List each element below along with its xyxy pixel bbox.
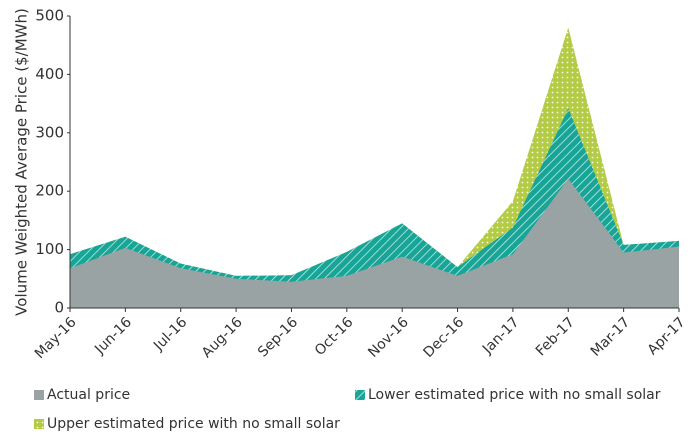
x-tick-label: Mar-17 bbox=[588, 314, 634, 360]
x-tick-label: Jul-16 bbox=[150, 314, 190, 354]
y-axis-title: Volume Weighted Average Price ($/MWh) bbox=[13, 8, 31, 316]
x-tick-label: Oct-16 bbox=[312, 314, 357, 359]
x-tick-label: Feb-17 bbox=[533, 314, 578, 359]
x-tick-label: Aug-16 bbox=[199, 314, 246, 361]
legend-label: Actual price bbox=[47, 387, 130, 403]
y-tick-label: 0 bbox=[54, 299, 64, 317]
x-tick-label: Jun-16 bbox=[91, 314, 135, 358]
area bbox=[70, 178, 679, 308]
y-tick-label: 200 bbox=[35, 182, 64, 200]
x-tick-label: Apr-17 bbox=[645, 314, 689, 358]
x-tick-label: Dec-16 bbox=[421, 314, 468, 361]
y-tick-label: 500 bbox=[35, 7, 64, 25]
y-tick-label: 400 bbox=[35, 65, 64, 83]
x-tick-label: May-16 bbox=[32, 314, 80, 362]
x-tick-label: Sep-16 bbox=[255, 314, 301, 360]
legend-label: Upper estimated price with no small sola… bbox=[47, 416, 340, 432]
y-tick-label: 300 bbox=[35, 123, 64, 141]
x-tick-label: Nov-16 bbox=[365, 314, 412, 361]
x-tick-label: Jan-17 bbox=[479, 314, 522, 357]
legend-swatch bbox=[355, 390, 365, 400]
y-tick-label: 100 bbox=[35, 240, 64, 258]
legend-swatch bbox=[34, 419, 44, 429]
legend-swatch bbox=[34, 390, 44, 400]
legend-label: Lower estimated price with no small sola… bbox=[368, 387, 661, 403]
